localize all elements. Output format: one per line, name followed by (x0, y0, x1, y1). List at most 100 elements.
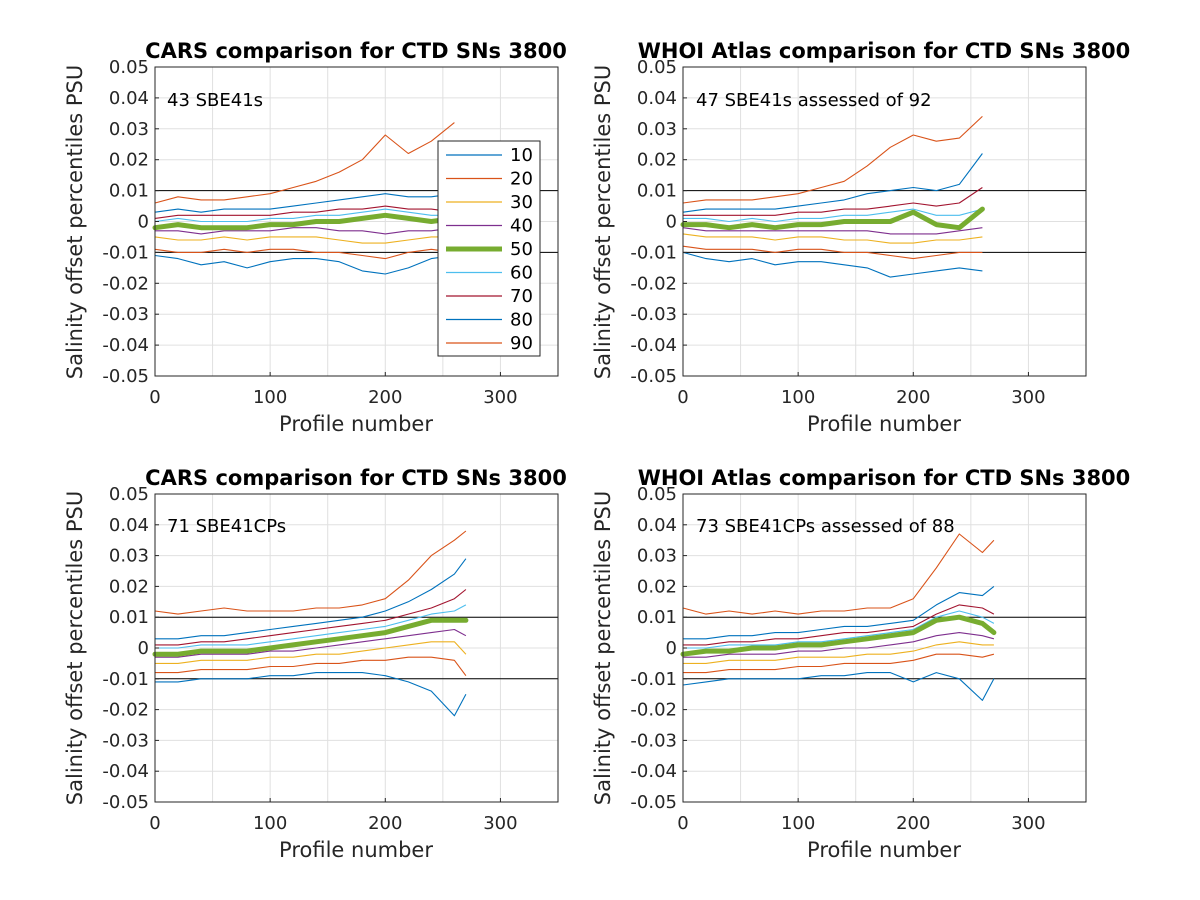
series-line-p10 (155, 672, 467, 717)
y-tick-label: -0.05 (102, 366, 149, 387)
y-tick-label: 0.05 (637, 484, 677, 505)
y-tick-label: -0.04 (102, 761, 149, 782)
series-line-p20 (155, 656, 467, 677)
series-line-p20 (682, 245, 983, 260)
y-tick-label: -0.05 (102, 792, 149, 813)
x-tick-label: 100 (781, 387, 815, 408)
y-tick-label: -0.04 (102, 335, 149, 356)
y-tick-label: 0.03 (637, 119, 677, 140)
y-tick-label: 0.04 (637, 88, 677, 109)
y-tick-label: -0.02 (630, 273, 677, 294)
series-line-p30 (682, 233, 983, 244)
series-line-p90 (154, 530, 467, 615)
y-tick-label: -0.02 (630, 700, 677, 721)
y-tick-labels: -0.05 -0.04 -0.03 -0.02 -0.01 0 0.01 0.02 0.03 0.… (630, 484, 687, 813)
panel-whoi-sbe41cp: -0.05 -0.04 -0.03 -0.02 -0.01 0 0.01 0.02 0.03 0.… (591, 466, 1130, 862)
y-tick-label: -0.05 (630, 792, 677, 813)
y-tick-label: -0.01 (102, 669, 149, 690)
series-line-p10 (682, 672, 995, 701)
series-line-p90 (682, 533, 995, 615)
series-line-p80 (155, 558, 467, 640)
y-tick-label: 0 (666, 212, 677, 233)
legend-label-p60: 60 (510, 263, 533, 284)
series-line-p30 (155, 641, 467, 664)
y-axis-label: Salinity offset percentiles PSU (63, 65, 87, 379)
series-line-p80 (154, 193, 455, 213)
x-tick-label: 100 (781, 813, 815, 834)
reference-lines (683, 190, 1086, 253)
x-tick-label: 200 (368, 813, 402, 834)
series-line-p70 (155, 589, 467, 646)
x-axis-label: Profile number (807, 412, 961, 436)
legend-label-p30: 30 (510, 192, 533, 213)
legend-label-p10: 10 (510, 145, 533, 166)
series-line-p50 (680, 614, 997, 657)
y-axis-label: Salinity offset percentiles PSU (591, 65, 615, 379)
y-tick-label: 0.05 (109, 484, 149, 505)
series-line-p70 (154, 205, 455, 219)
x-tick-label: 200 (896, 387, 930, 408)
series-line-p50 (152, 617, 469, 657)
x-tick-labels: 0 100 200 300 (677, 798, 1046, 834)
x-tick-label: 0 (677, 813, 688, 834)
x-tick-labels: 0 100 200 300 (149, 798, 518, 834)
y-tick-label: 0.03 (637, 546, 677, 567)
y-tick-label: -0.03 (630, 730, 677, 751)
y-tick-label: 0.02 (109, 576, 149, 597)
y-tick-label: 0 (138, 638, 149, 659)
y-tick-label: 0.02 (637, 576, 677, 597)
x-tick-label: 300 (1011, 813, 1045, 834)
x-tick-label: 0 (149, 387, 160, 408)
y-tick-label: 0.04 (109, 88, 149, 109)
y-tick-labels: -0.05 -0.04 -0.03 -0.02 -0.01 0 0.01 0.02 0.03 0.… (102, 484, 159, 813)
x-tick-label: 0 (149, 813, 160, 834)
y-tick-label: 0.01 (637, 607, 677, 628)
series-line-p40 (683, 632, 995, 658)
chart-title: CARS comparison for CTD SNs 3800 (145, 466, 567, 490)
legend-label-p50: 50 (510, 239, 533, 260)
series-line-p60 (155, 604, 467, 649)
series-line-p70 (683, 604, 995, 646)
series-line-p20 (683, 653, 995, 674)
x-tick-labels: 0 100 200 300 (149, 372, 518, 408)
x-tick-label: 0 (677, 387, 688, 408)
series-line-p10 (154, 254, 455, 275)
y-tick-label: -0.02 (102, 700, 149, 721)
series-line-p60 (154, 208, 455, 223)
y-tick-label: 0 (138, 212, 149, 233)
y-tick-label: -0.03 (102, 730, 149, 751)
legend-label-p90: 90 (510, 333, 533, 354)
series-group (152, 122, 457, 275)
y-tick-label: -0.02 (102, 273, 149, 294)
series-line-p40 (682, 227, 983, 235)
y-tick-label: -0.05 (630, 366, 677, 387)
y-tick-label: 0.04 (637, 515, 677, 536)
annotation: 47 SBE41s assessed of 92 (696, 90, 932, 111)
y-tick-labels: -0.05 -0.04 -0.03 -0.02 -0.01 0 0.01 0.02 0.03 0.… (630, 57, 687, 387)
legend-label-p80: 80 (510, 310, 533, 331)
y-tick-label: 0 (666, 638, 677, 659)
panel-cars-sbe41: -0.05 -0.04 -0.03 -0.02 -0.01 0 0.01 0.02 0.03 0.… (63, 39, 567, 436)
legend-label-p70: 70 (510, 286, 533, 307)
y-axis-label: Salinity offset percentiles PSU (591, 491, 615, 805)
series-line-p50 (152, 212, 457, 231)
y-tick-label: 0.02 (637, 150, 677, 171)
series-group (152, 530, 469, 717)
x-tick-label: 100 (253, 813, 287, 834)
x-tick-label: 200 (896, 813, 930, 834)
y-tick-label: 0.01 (109, 181, 149, 202)
annotation: 73 SBE41CPs assessed of 88 (696, 516, 955, 537)
x-tick-label: 300 (483, 387, 517, 408)
x-tick-label: 200 (368, 387, 402, 408)
x-tick-labels: 0 100 200 300 (677, 372, 1046, 408)
x-axis-label: Profile number (807, 838, 961, 862)
y-tick-label: -0.03 (630, 304, 677, 325)
annotation: 71 SBE41CPs (167, 516, 286, 537)
y-tick-label: 0.01 (109, 607, 149, 628)
panel-cars-sbe41cp: -0.05 -0.04 -0.03 -0.02 -0.01 0 0.01 0.02 0.03 0.… (63, 466, 567, 862)
x-tick-label: 300 (483, 813, 517, 834)
y-tick-label: 0.05 (637, 57, 677, 78)
series-line-p80 (682, 153, 983, 213)
x-tick-label: 100 (253, 387, 287, 408)
